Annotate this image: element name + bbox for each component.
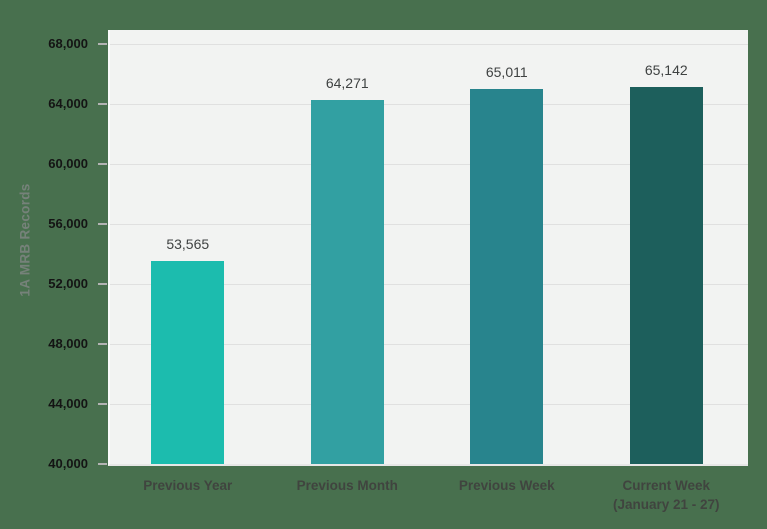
y-tick-label: 64,000 (48, 96, 88, 111)
bar[interactable] (310, 99, 384, 464)
bar[interactable] (629, 86, 703, 464)
y-tick-mark (98, 463, 107, 465)
bar-value-label: 53,565 (166, 235, 210, 252)
y-tick-mark (98, 283, 107, 285)
gridline (110, 284, 748, 285)
y-tick-mark (98, 343, 107, 345)
y-tick-label: 56,000 (48, 216, 88, 231)
y-tick-mark (98, 223, 107, 225)
x-category-label: Current Week (January 21 - 27) (581, 476, 751, 514)
y-tick-label: 52,000 (48, 276, 88, 291)
y-tick-label: 44,000 (48, 396, 88, 411)
y-tick-mark (98, 103, 107, 105)
x-category-label: Previous Year (143, 478, 233, 493)
bar[interactable] (151, 260, 225, 464)
gridline (110, 44, 748, 45)
gridline (110, 104, 748, 105)
bar-value-label: 64,271 (325, 74, 369, 91)
y-tick-mark (98, 163, 107, 165)
x-category-label: Previous Week (458, 478, 555, 493)
gridline (110, 404, 748, 405)
bar-value-label: 65,011 (485, 63, 528, 80)
y-tick-label: 40,000 (48, 456, 88, 471)
y-tick-label: 60,000 (48, 156, 88, 171)
x-category-sublabel: (January 21 - 27) (612, 497, 720, 512)
y-tick-label: 68,000 (48, 36, 88, 51)
y-tick-label: 48,000 (48, 336, 88, 351)
bar[interactable] (470, 88, 544, 464)
gridline (110, 224, 748, 225)
bar-value-label: 65,142 (644, 61, 688, 78)
y-tick-mark (98, 403, 107, 405)
y-tick-mark (98, 43, 107, 45)
gridline (110, 344, 748, 345)
gridline (110, 164, 748, 165)
x-category-label: Previous Month (296, 478, 398, 493)
